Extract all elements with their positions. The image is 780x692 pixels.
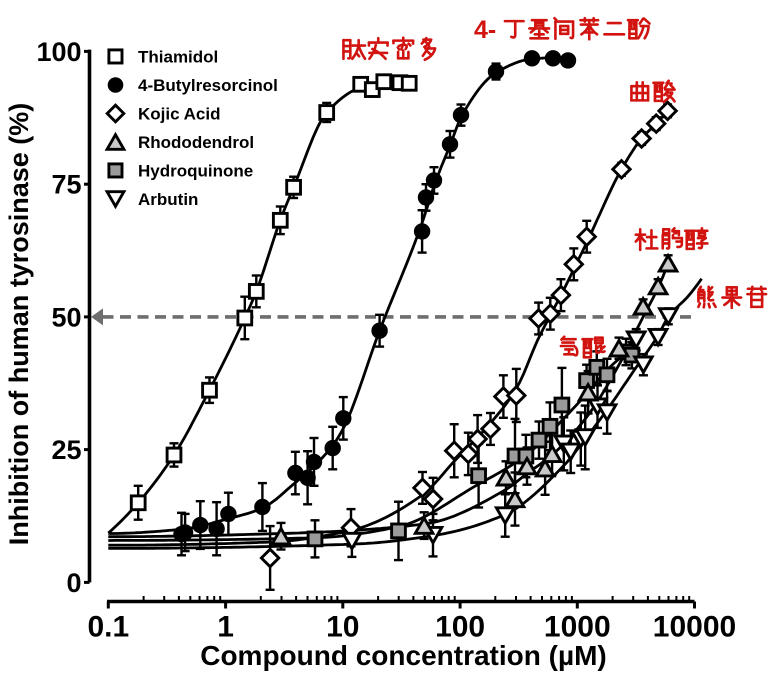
svg-text:4-Butylresorcinol: 4-Butylresorcinol [138, 76, 278, 95]
svg-text:10000: 10000 [653, 611, 736, 644]
svg-text:75: 75 [51, 170, 81, 200]
svg-text:Kojic Acid: Kojic Acid [138, 105, 221, 124]
svg-text:50: 50 [51, 302, 81, 332]
svg-text:Compound concentration (µM): Compound concentration (µM) [200, 640, 607, 671]
svg-text:100: 100 [435, 611, 485, 644]
svg-text:100: 100 [36, 37, 81, 67]
svg-text:Inhibition of human tyrosinase: Inhibition of human tyrosinase (%) [4, 103, 34, 546]
svg-text:Thiamidol: Thiamidol [138, 48, 218, 67]
svg-text:1: 1 [217, 611, 234, 644]
svg-text:Arbutin: Arbutin [138, 190, 198, 209]
svg-text:1000: 1000 [544, 611, 611, 644]
svg-text:4-: 4- [474, 16, 496, 44]
svg-text:Hydroquinone: Hydroquinone [138, 162, 253, 181]
svg-text:10: 10 [326, 611, 359, 644]
svg-text:25: 25 [51, 435, 81, 465]
svg-text:Rhododendrol: Rhododendrol [138, 133, 254, 152]
svg-text:0: 0 [66, 568, 81, 598]
svg-text:0.1: 0.1 [87, 611, 129, 644]
